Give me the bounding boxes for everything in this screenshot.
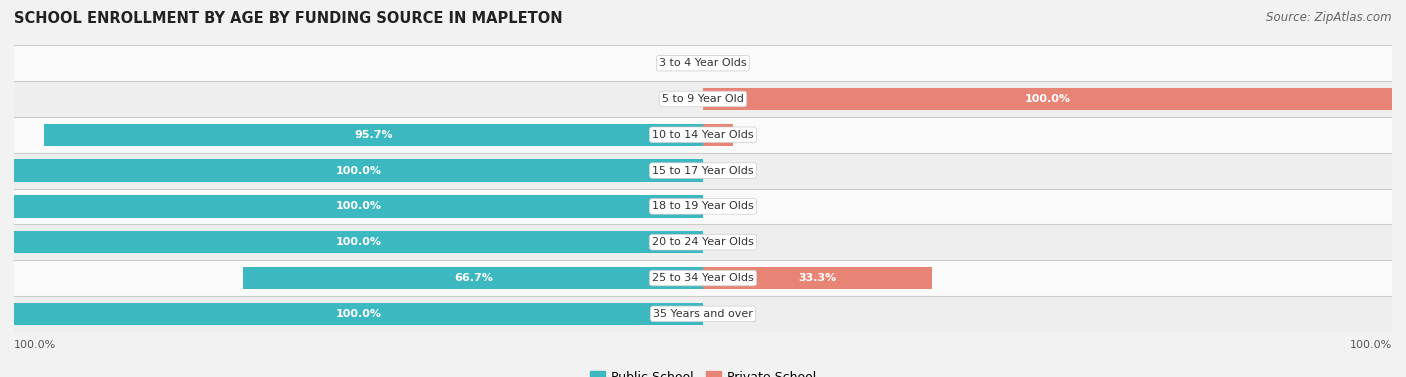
Text: 0.0%: 0.0% (717, 201, 745, 211)
FancyBboxPatch shape (14, 188, 1392, 224)
Text: Source: ZipAtlas.com: Source: ZipAtlas.com (1267, 11, 1392, 24)
FancyBboxPatch shape (14, 296, 1392, 332)
Text: 35 Years and over: 35 Years and over (652, 309, 754, 319)
Bar (14, 303, 703, 325)
Text: 15 to 17 Year Olds: 15 to 17 Year Olds (652, 166, 754, 176)
Text: 4.4%: 4.4% (703, 130, 734, 140)
Text: 100.0%: 100.0% (336, 309, 381, 319)
Text: 0.0%: 0.0% (717, 237, 745, 247)
Text: 0.0%: 0.0% (717, 309, 745, 319)
FancyBboxPatch shape (14, 117, 1392, 153)
Text: 3 to 4 Year Olds: 3 to 4 Year Olds (659, 58, 747, 68)
Text: 33.3%: 33.3% (799, 273, 837, 283)
Text: 95.7%: 95.7% (354, 130, 392, 140)
Text: 100.0%: 100.0% (14, 340, 56, 349)
Text: 5 to 9 Year Old: 5 to 9 Year Old (662, 94, 744, 104)
FancyBboxPatch shape (14, 153, 1392, 188)
Bar (14, 195, 703, 218)
Text: SCHOOL ENROLLMENT BY AGE BY FUNDING SOURCE IN MAPLETON: SCHOOL ENROLLMENT BY AGE BY FUNDING SOUR… (14, 11, 562, 26)
Legend: Public School, Private School: Public School, Private School (585, 366, 821, 377)
Bar (243, 267, 703, 289)
FancyBboxPatch shape (14, 224, 1392, 260)
FancyBboxPatch shape (14, 81, 1392, 117)
Text: 100.0%: 100.0% (1025, 94, 1070, 104)
FancyBboxPatch shape (14, 45, 1392, 81)
Text: 0.0%: 0.0% (717, 166, 745, 176)
Bar (14, 159, 703, 182)
Bar (703, 267, 932, 289)
Bar (703, 88, 1392, 110)
Text: 66.7%: 66.7% (454, 273, 492, 283)
Text: 100.0%: 100.0% (336, 237, 381, 247)
FancyBboxPatch shape (14, 260, 1392, 296)
Text: 100.0%: 100.0% (1350, 340, 1392, 349)
Text: 0.0%: 0.0% (661, 58, 689, 68)
Text: 100.0%: 100.0% (336, 166, 381, 176)
Text: 20 to 24 Year Olds: 20 to 24 Year Olds (652, 237, 754, 247)
Bar (703, 124, 734, 146)
Text: 18 to 19 Year Olds: 18 to 19 Year Olds (652, 201, 754, 211)
Text: 10 to 14 Year Olds: 10 to 14 Year Olds (652, 130, 754, 140)
Bar (14, 231, 703, 253)
Text: 0.0%: 0.0% (717, 58, 745, 68)
Text: 0.0%: 0.0% (661, 94, 689, 104)
Text: 25 to 34 Year Olds: 25 to 34 Year Olds (652, 273, 754, 283)
Text: 100.0%: 100.0% (336, 201, 381, 211)
Bar (44, 124, 703, 146)
